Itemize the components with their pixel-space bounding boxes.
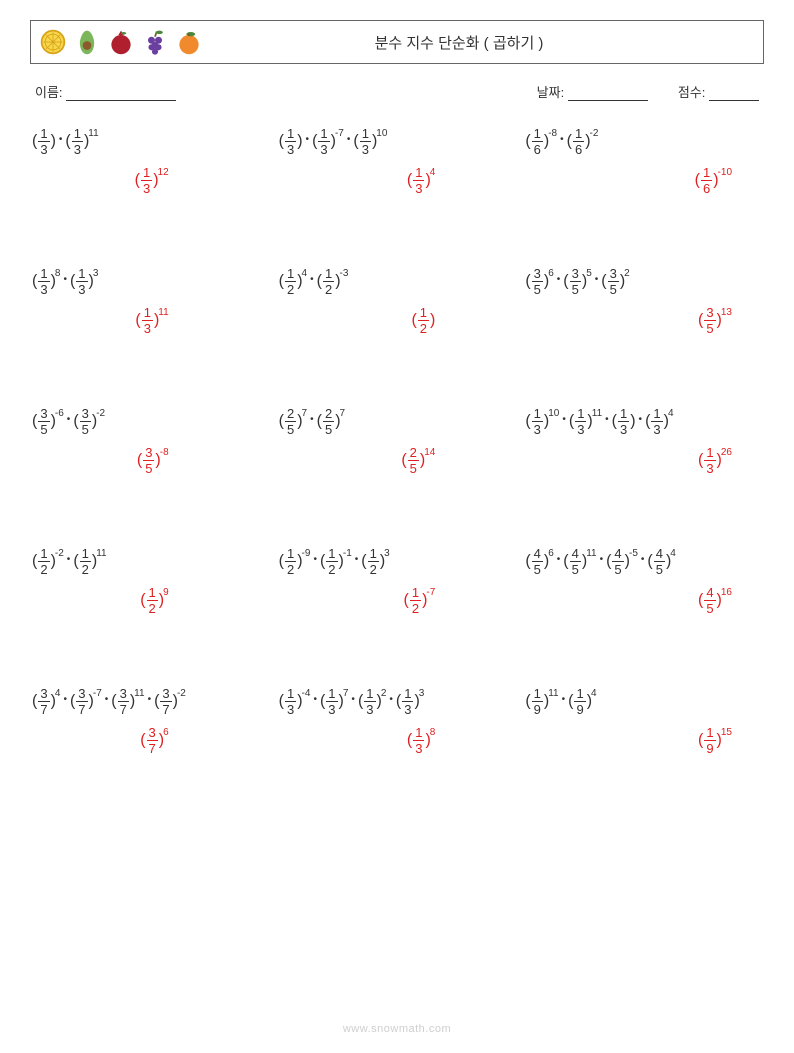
problem: (25)7•(25)7 (25)14 [279, 406, 516, 476]
problem-expression: (13)-4•(13)7•(13)2•(13)3 [279, 686, 516, 717]
page-title: 분수 지수 단순화 ( 곱하기 ) [203, 32, 755, 53]
score-label: 점수: [678, 85, 706, 100]
problem: (45)6•(45)11•(45)-5•(45)4 (45)16 [525, 546, 762, 616]
problem-expression: (12)-2•(12)11 [32, 546, 269, 577]
problem-answer: (12) [279, 305, 516, 336]
problem: (13)•(13)-7•(13)10 (13)4 [279, 126, 516, 196]
problem-expression: (45)6•(45)11•(45)-5•(45)4 [525, 546, 762, 577]
name-label: 이름: [35, 85, 63, 100]
problem-answer: (13)26 [525, 445, 762, 476]
problem-expression: (16)-8•(16)-2 [525, 126, 762, 157]
problem-answer: (13)12 [32, 165, 269, 196]
problem: (13)10•(13)11•(13)•(13)4 (13)26 [525, 406, 762, 476]
problem-answer: (37)6 [32, 725, 269, 756]
problem-expression: (35)6•(35)5•(35)2 [525, 266, 762, 297]
date-blank [568, 86, 648, 101]
problem-answer: (12)-7 [279, 585, 516, 616]
problem-answer: (13)8 [279, 725, 516, 756]
date-field: 날짜: [537, 82, 648, 101]
problem-expression: (13)•(13)-7•(13)10 [279, 126, 516, 157]
problem-expression: (12)4•(12)-3 [279, 266, 516, 297]
problem-expression: (12)-9•(12)-1•(12)3 [279, 546, 516, 577]
score-blank [709, 86, 759, 101]
problem-answer: (35)-8 [32, 445, 269, 476]
lemon-slice-icon [39, 28, 67, 56]
worksheet-page: 분수 지수 단순화 ( 곱하기 ) 이름: 날짜: 점수: (13)•(13)1… [0, 0, 794, 1053]
problem: (13)-4•(13)7•(13)2•(13)3 (13)8 [279, 686, 516, 756]
problem: (13)8•(13)3 (13)11 [32, 266, 269, 336]
problem-answer: (35)13 [525, 305, 762, 336]
problem-answer: (19)15 [525, 725, 762, 756]
problem-answer: (25)14 [279, 445, 516, 476]
problem: (12)-9•(12)-1•(12)3 (12)-7 [279, 546, 516, 616]
problem: (35)-6•(35)-2 (35)-8 [32, 406, 269, 476]
footer-watermark: www.snowmath.com [0, 1023, 794, 1035]
problem-expression: (13)10•(13)11•(13)•(13)4 [525, 406, 762, 437]
problem: (13)•(13)11 (13)12 [32, 126, 269, 196]
problem: (19)11•(19)4 (19)15 [525, 686, 762, 756]
problem-grid: (13)•(13)11 (13)12 (13)•(13)-7•(13)10 (13)4… [30, 126, 764, 756]
problem-answer: (16)-10 [525, 165, 762, 196]
pomegranate-icon [107, 28, 135, 56]
header-box: 분수 지수 단순화 ( 곱하기 ) [30, 20, 764, 64]
problem-expression: (13)•(13)11 [32, 126, 269, 157]
problem-expression: (37)4•(37)-7•(37)11•(37)-2 [32, 686, 269, 717]
problem: (16)-8•(16)-2 (16)-10 [525, 126, 762, 196]
date-label: 날짜: [537, 85, 565, 100]
name-field: 이름: [35, 82, 537, 101]
problem-expression: (35)-6•(35)-2 [32, 406, 269, 437]
score-field: 점수: [678, 82, 759, 101]
problem: (35)6•(35)5•(35)2 (35)13 [525, 266, 762, 336]
info-row: 이름: 날짜: 점수: [30, 82, 764, 101]
problem-expression: (13)8•(13)3 [32, 266, 269, 297]
problem: (37)4•(37)-7•(37)11•(37)-2 (37)6 [32, 686, 269, 756]
fruit-icons [39, 28, 203, 56]
problem-answer: (13)4 [279, 165, 516, 196]
problem-answer: (45)16 [525, 585, 762, 616]
problem: (12)-2•(12)11 (12)9 [32, 546, 269, 616]
orange-icon [175, 28, 203, 56]
problem-expression: (25)7•(25)7 [279, 406, 516, 437]
name-blank [66, 86, 176, 101]
grapes-icon [141, 28, 169, 56]
problem-answer: (13)11 [32, 305, 269, 336]
avocado-icon [73, 28, 101, 56]
problem: (12)4•(12)-3 (12) [279, 266, 516, 336]
problem-answer: (12)9 [32, 585, 269, 616]
problem-expression: (19)11•(19)4 [525, 686, 762, 717]
